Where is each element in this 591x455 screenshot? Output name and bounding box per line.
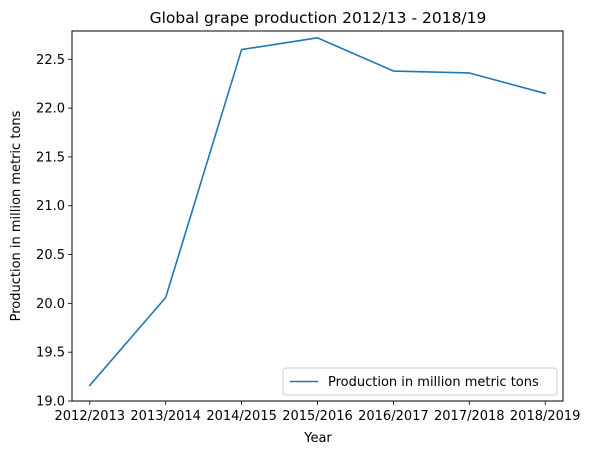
x-tick-label: 2014/2015 — [206, 409, 277, 424]
x-tick-label: 2016/2017 — [358, 409, 429, 424]
y-tick-label: 19.0 — [36, 395, 65, 410]
y-tick-label: 21.0 — [36, 199, 65, 214]
y-tick-label: 22.0 — [36, 102, 65, 117]
series-line-production — [88, 37, 547, 387]
y-tick-label: 22.5 — [36, 53, 65, 68]
x-tick-label: 2012/2013 — [55, 409, 126, 424]
legend-box — [282, 367, 558, 396]
x-tick-label: 2013/2014 — [130, 409, 201, 424]
legend: Production in million metric tons — [282, 367, 558, 396]
legend-label: Production in million metric tons — [328, 375, 539, 390]
y-tick-label: 20.0 — [36, 297, 65, 312]
y-tick-label: 20.5 — [36, 248, 65, 263]
y-axis-ticks: 19.0 19.5 20.0 20.5 21.0 21.5 22.0 22.5 — [36, 53, 72, 410]
x-tick-label: 2017/2018 — [434, 409, 505, 424]
plot-frame — [71, 30, 564, 402]
x-tick-label: 2015/2016 — [282, 409, 353, 424]
y-tick-label: 21.5 — [36, 150, 65, 165]
y-axis-label: Production in million metric tons — [9, 110, 24, 321]
chart-title: Global grape production 2012/13 - 2018/1… — [150, 9, 487, 27]
x-axis-ticks: 2012/2013 2013/2014 2014/2015 2015/2016 2016… — [55, 401, 581, 424]
x-axis-label: Year — [303, 431, 332, 446]
x-tick-label: 2018/2019 — [510, 409, 581, 424]
y-tick-label: 19.5 — [36, 346, 65, 361]
